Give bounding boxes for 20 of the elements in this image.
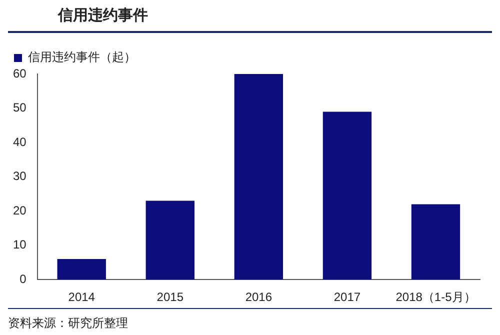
x-tick-label: 2016 xyxy=(245,290,272,304)
bar xyxy=(57,259,106,280)
chart-title: 信用违约事件 xyxy=(8,6,492,33)
bar xyxy=(411,204,460,280)
y-tick-label: 30 xyxy=(12,169,27,184)
x-tick-label: 2017 xyxy=(334,290,361,304)
text: 资料来源：研究所整理 xyxy=(8,308,492,332)
legend-label: 信用违约事件（起） xyxy=(28,50,136,64)
x-tick-label: 2015 xyxy=(156,290,184,304)
x-tick-label: 2014 xyxy=(68,290,96,304)
y-tick-label: 0 xyxy=(20,272,27,286)
bar xyxy=(322,112,372,280)
y-tick-label: 60 xyxy=(12,66,27,80)
bar xyxy=(146,200,194,280)
bar xyxy=(234,74,284,280)
y-tick-label: 50 xyxy=(12,100,27,115)
y-tick-label: 10 xyxy=(12,238,27,252)
x-tick-label: 2018（1-5月） xyxy=(396,290,476,304)
y-tick-label: 20 xyxy=(12,203,27,218)
y-tick-label: 40 xyxy=(12,134,27,149)
